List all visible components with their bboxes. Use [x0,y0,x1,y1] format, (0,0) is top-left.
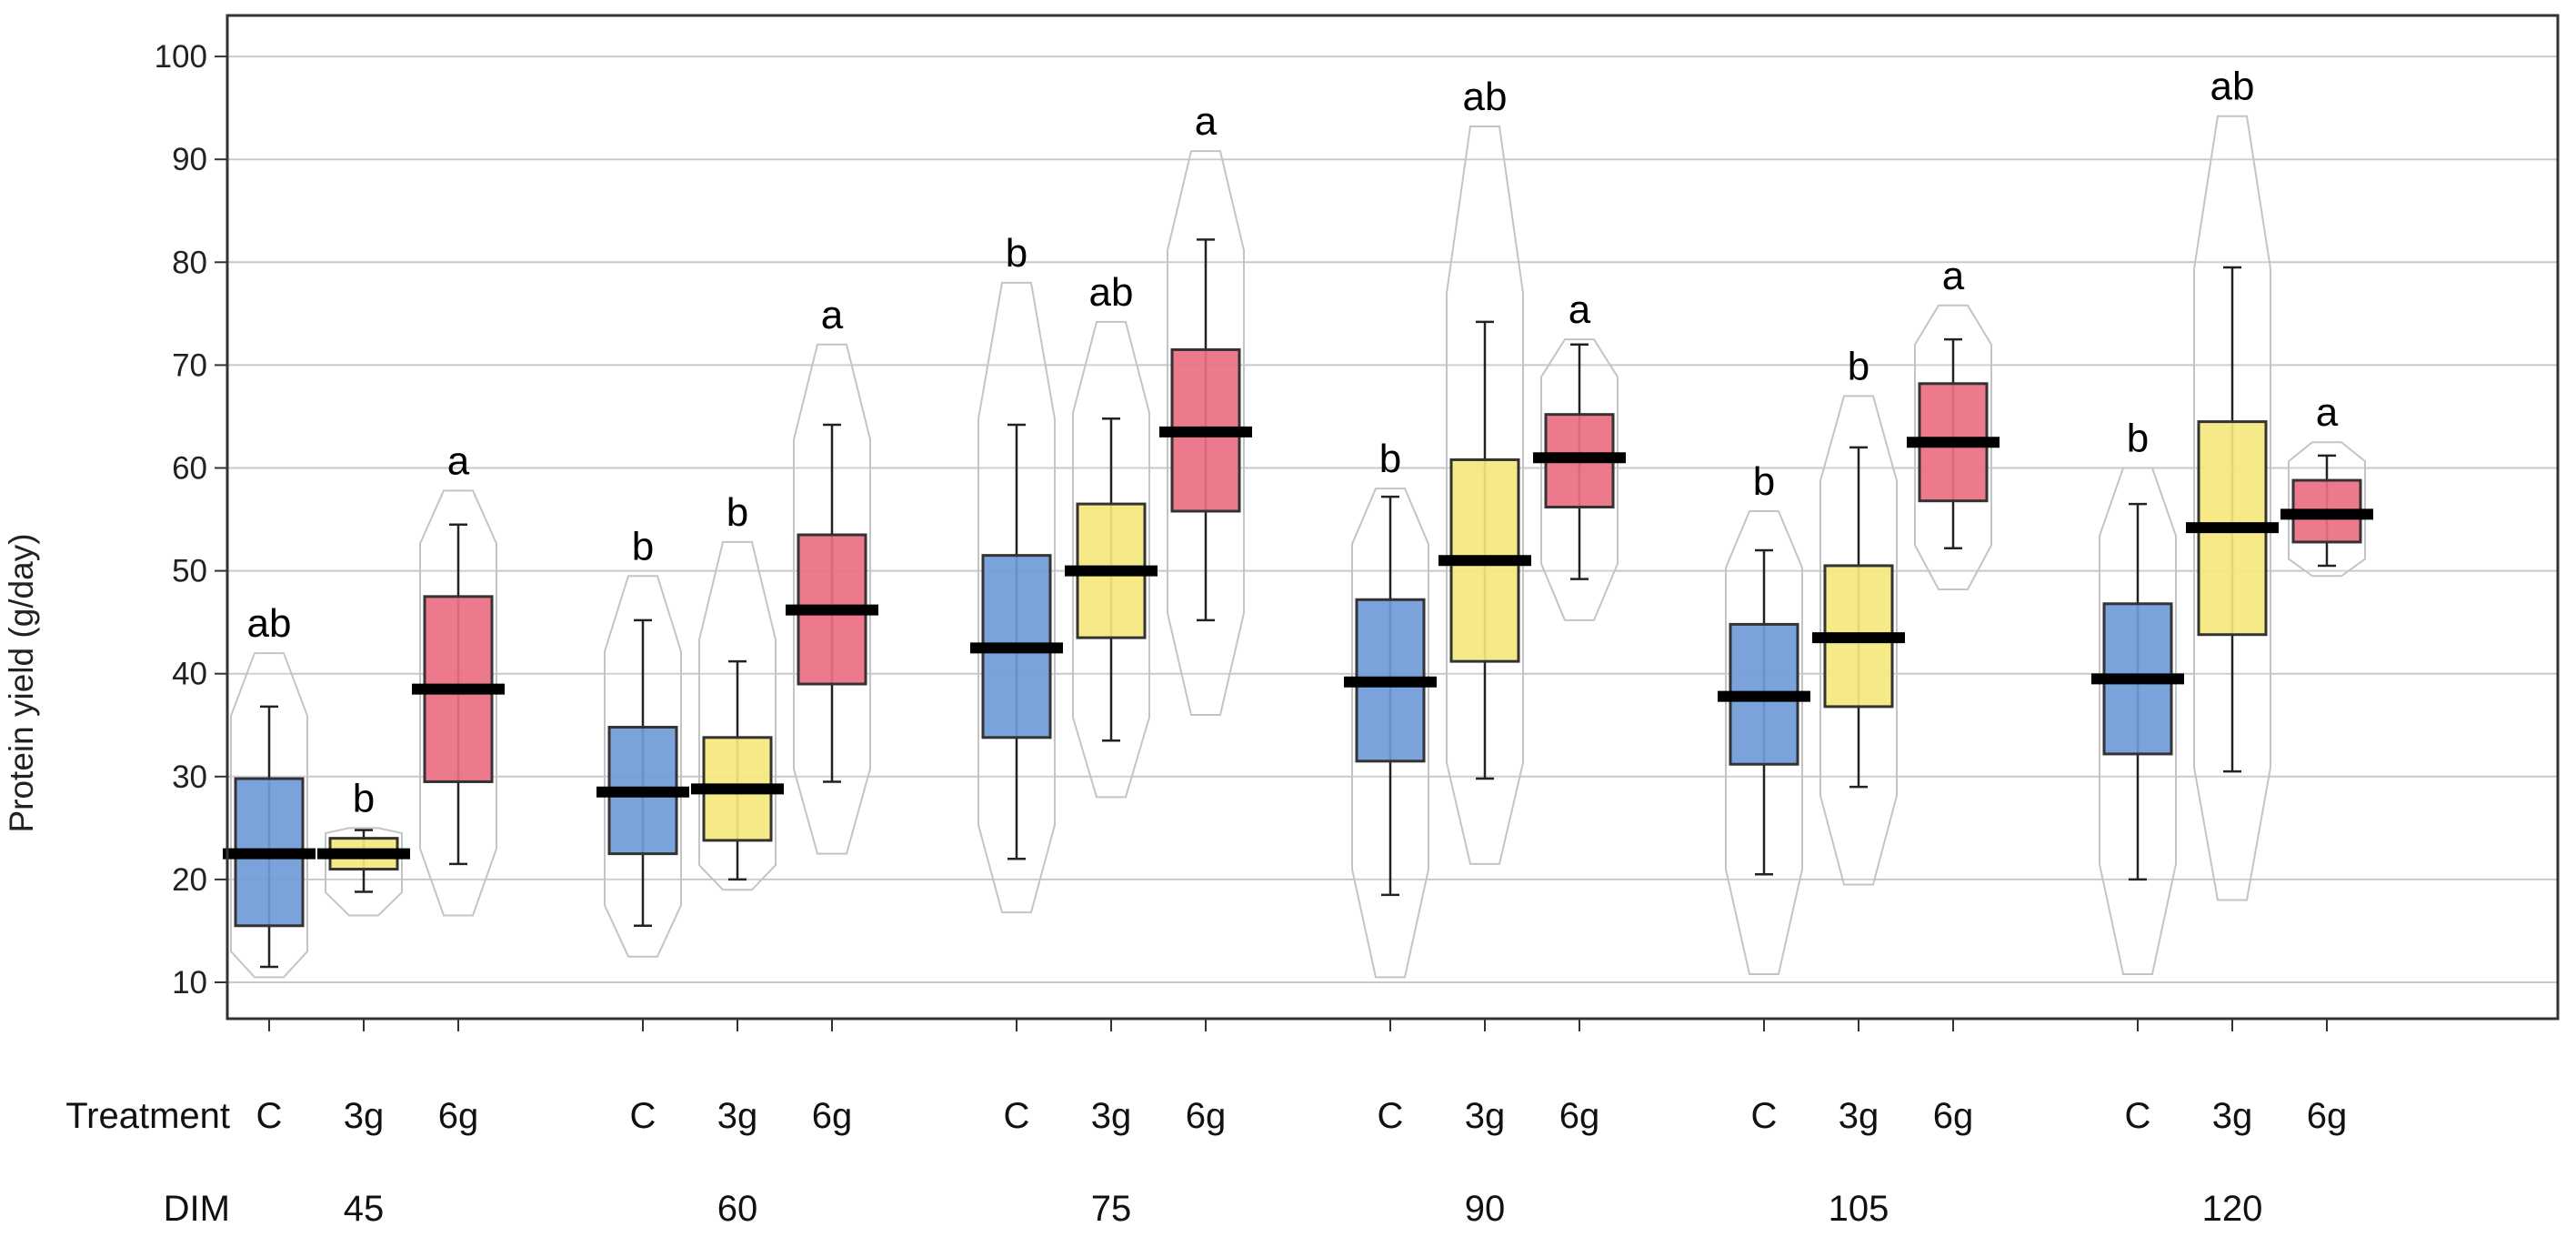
y-tick-label: 70 [172,347,207,383]
treatment-row-label: Treatment [65,1096,230,1136]
y-tick-label: 20 [172,862,207,898]
dim-label: 90 [1465,1189,1506,1229]
treatment-label: 3g [344,1096,385,1136]
dim-label: 60 [717,1189,758,1229]
treatment-label: 3g [1465,1096,1506,1136]
treatment-label: C [2125,1096,2151,1136]
significance-letter: a [1195,99,1218,144]
treatment-label: C [1004,1096,1030,1136]
plot-frame [226,14,2560,1021]
y-tick-label: 90 [172,142,207,177]
treatment-label: C [1751,1096,1778,1136]
dim-group-75: b ab a [970,99,1252,914]
treatment-label: 6g [1186,1096,1227,1136]
dim-group-120: b ab a [2091,65,2373,975]
treatment-label: 3g [2212,1096,2253,1136]
dim-label: 45 [344,1189,385,1229]
y-axis-title: Protein yield (g/day) [3,533,40,832]
dim-group-105: b b a [1718,254,2000,975]
treatment-label: 6g [812,1096,853,1136]
y-axis: 10 20 30 40 50 60 70 80 90 100 [155,39,227,1001]
significance-letter: ab [1463,75,1508,119]
dim-group-60: b b a [596,293,878,958]
significance-letter: b [1753,459,1775,504]
treatment-label: 6g [1559,1096,1600,1136]
x-axis: C 3g 6g 45 C 3g 6g 60 C 3g 6g 75 C 3g 6g 90 C 3g 6g 105 C 3g 6… [256,1019,2348,1229]
treatment-label: 6g [1933,1096,1974,1136]
y-tick-label: 60 [172,451,207,487]
significance-letter: ab [2210,65,2255,109]
dim-group-90: b ab a [1344,75,1626,979]
significance-letter: b [1379,437,1401,481]
y-tick-label: 80 [172,245,207,280]
treatment-label: 3g [717,1096,758,1136]
significance-letter: b [632,524,654,568]
significance-letter: b [727,490,748,535]
dim-label: 75 [1091,1189,1132,1229]
significance-letter: b [2127,417,2149,461]
dim-row-label: DIM [164,1189,230,1229]
significance-letter: a [821,293,844,337]
significance-letter: ab [247,601,292,646]
treatment-label: C [256,1096,283,1136]
y-tick-label: 30 [172,759,207,795]
significance-letter: a [447,438,470,483]
significance-letter: a [1569,287,1591,332]
treatment-label: C [630,1096,657,1136]
treatment-label: 6g [2307,1096,2348,1136]
y-tick-label: 100 [155,39,207,75]
dim-label: 105 [1829,1189,1889,1229]
treatment-label: 3g [1091,1096,1132,1136]
significance-letter: b [1006,231,1027,276]
dim-label: 120 [2202,1189,2263,1229]
treatment-label: C [1378,1096,1404,1136]
dim-group-45: ab b a [223,438,505,979]
treatment-label: 3g [1839,1096,1879,1136]
significance-letter: ab [1089,270,1134,315]
y-tick-label: 50 [172,554,207,589]
y-tick-label: 40 [172,657,207,692]
y-tick-label: 10 [172,965,207,1001]
significance-letter: a [2316,390,2339,435]
significance-letter: b [353,776,375,820]
treatment-label: 6g [438,1096,479,1136]
significance-letter: b [1848,344,1869,388]
significance-letter: a [1942,254,1965,298]
